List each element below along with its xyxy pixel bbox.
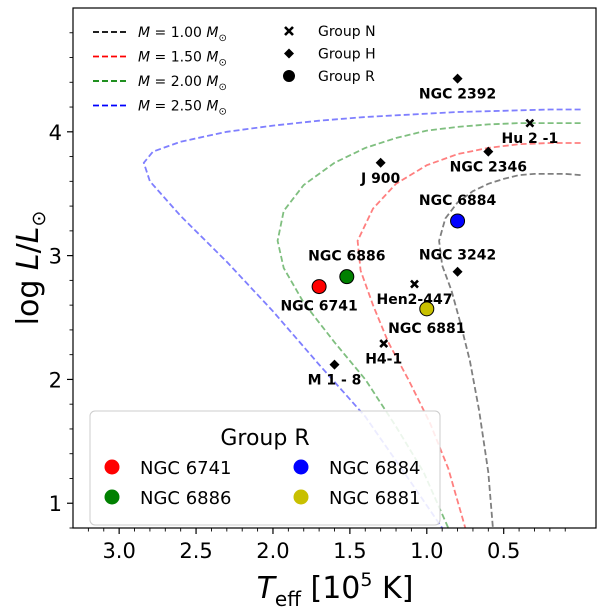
group-r-legend-marker — [293, 489, 309, 505]
point-label: NGC 6884 — [419, 193, 497, 209]
track-line-2 — [276, 122, 581, 528]
point-label: NGC 2392 — [419, 87, 496, 103]
group-r-legend-label: NGC 6886 — [140, 488, 232, 509]
y-tick-label: 1 — [49, 492, 62, 516]
point-ngc-2392 — [452, 73, 463, 84]
group-r-legend-label: NGC 6741 — [140, 458, 232, 479]
point-ngc-6741 — [311, 279, 327, 295]
point-label: J 900 — [360, 171, 401, 187]
x-tick-label: 2.0 — [256, 539, 289, 563]
point-label: NGC 2346 — [450, 160, 527, 176]
group-r-legend-marker — [104, 459, 120, 475]
point-label: NGC 6886 — [308, 249, 385, 265]
track-line-3 — [142, 108, 581, 528]
track-line-1 — [356, 142, 581, 528]
legend-group-label: Group H — [318, 47, 376, 63]
legend-marker-diamond — [284, 48, 294, 59]
group-r-legend-label: NGC 6884 — [329, 458, 421, 479]
point-label: NGC 6741 — [280, 299, 357, 315]
group-r-legend-label: NGC 6881 — [329, 488, 421, 509]
point-ngc-2346 — [483, 146, 494, 157]
legend-track-label: M = 2.00 M⊙ — [138, 74, 227, 93]
point-label: M 1 - 8 — [308, 373, 362, 389]
y-tick-label: 4 — [49, 121, 62, 145]
x-tick-label: 0.5 — [487, 539, 520, 563]
group-r-legend-marker — [293, 459, 309, 475]
plot-frame — [72, 7, 597, 529]
point-label: Hu 2 -1 — [501, 131, 558, 147]
point-hu-2--1 — [525, 118, 535, 128]
point-h4-1 — [379, 339, 389, 348]
point-ngc-6884 — [450, 213, 466, 229]
legend-group-label: Group N — [318, 24, 376, 40]
point-m-1---8 — [329, 359, 340, 370]
x-tick-label: 1.5 — [333, 539, 366, 563]
point-ngc-3242 — [452, 266, 463, 277]
group-r-legend-marker — [104, 489, 120, 505]
legend-marker-circle — [283, 70, 295, 82]
y-axis-label: log L/L⊙ — [11, 211, 50, 326]
track-line-0 — [438, 173, 581, 528]
x-tick-label: 1.0 — [410, 539, 443, 563]
point-label: Hen2-447 — [377, 292, 453, 308]
point-hen2-447 — [410, 279, 419, 289]
point-label: NGC 3242 — [419, 248, 496, 264]
x-tick-label: 2.5 — [179, 539, 212, 563]
group-r-legend-box — [89, 410, 441, 526]
point-ngc-6886 — [339, 269, 355, 285]
legend-group-label: Group R — [318, 69, 375, 85]
legend-track-label: M = 1.00 M⊙ — [138, 25, 227, 44]
point-label: H4-1 — [365, 352, 402, 368]
point-j-900 — [375, 157, 386, 168]
legend-track-label: M = 1.50 M⊙ — [138, 50, 227, 69]
x-axis-label: Teff [105 K] — [257, 569, 414, 611]
point-label: NGC 6881 — [388, 321, 465, 337]
legend-marker-x — [284, 26, 294, 36]
x-tick-label: 3.0 — [102, 539, 135, 563]
y-tick-label: 3 — [49, 245, 62, 269]
y-tick-label: 2 — [49, 368, 62, 392]
legend-track-label: M = 2.50 M⊙ — [138, 99, 227, 118]
group-r-legend-title: Group R — [220, 426, 309, 451]
point-ngc-6881 — [419, 301, 435, 317]
